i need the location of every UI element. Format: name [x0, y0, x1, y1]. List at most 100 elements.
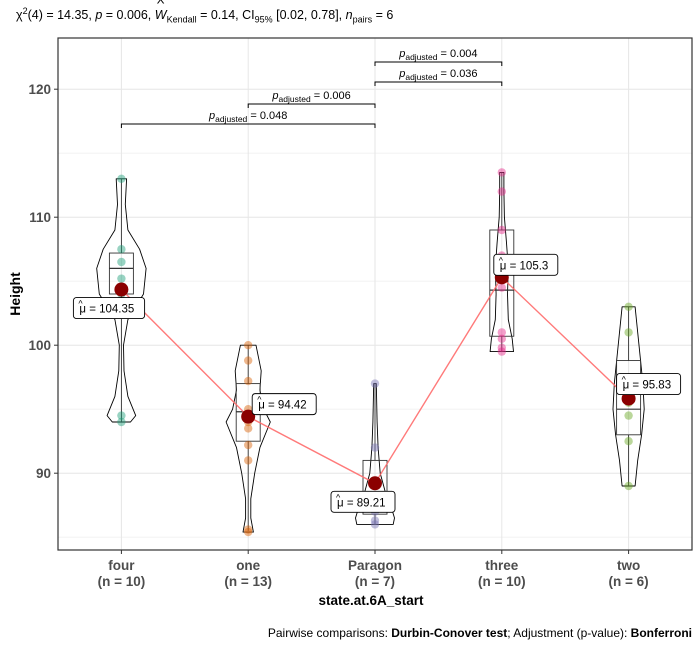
x-tick-count-label: (n = 6)	[609, 574, 649, 589]
stat-subtitle: χ2(4) = 14.35, p = 0.006, WKendall = 0.1…	[16, 6, 393, 25]
data-point	[370, 520, 380, 529]
y-tick-label: 100	[28, 338, 51, 353]
x-tick-label: two	[617, 558, 640, 573]
comparison-label: padjusted = 0.048	[208, 110, 287, 124]
data-point	[370, 516, 380, 525]
w-subscript: Kendall	[166, 14, 197, 25]
mean-label-text: μ = 94.42	[258, 400, 307, 412]
data-point	[117, 411, 126, 420]
mean-point	[241, 409, 256, 424]
mean-point	[621, 391, 636, 406]
comparison-bracket: padjusted = 0.006	[247, 90, 376, 108]
mean-label: μ = 95.83^	[616, 373, 682, 396]
data-point	[244, 456, 253, 465]
chi-symbol: χ	[16, 8, 23, 23]
mean-label: μ = 89.21^	[330, 490, 396, 513]
comparison-line	[374, 81, 503, 86]
comparison-line	[120, 123, 376, 128]
data-point	[244, 376, 253, 386]
y-tick-label: 110	[29, 210, 51, 225]
x-tick-label: one	[236, 558, 260, 573]
data-point	[497, 328, 506, 337]
comparison-p-symbol: p	[271, 90, 278, 102]
comparison-p-value: = 0.006	[311, 90, 351, 102]
mean-hat: ^	[336, 492, 341, 502]
comparison-line	[247, 103, 376, 108]
data-point	[624, 328, 633, 337]
comparison-label: padjusted = 0.006	[271, 90, 350, 104]
n-value: = 6	[372, 8, 394, 23]
comparison-line	[374, 61, 503, 66]
mean-hat: ^	[499, 255, 504, 265]
box-iqr	[616, 360, 642, 436]
x-axis-title: state.at.6A_start	[318, 593, 424, 608]
data-point	[117, 257, 126, 267]
mean-hat: ^	[257, 395, 262, 405]
mean-label: μ = 105.3^	[493, 253, 559, 276]
data-point	[117, 274, 126, 283]
comparison-p-symbol: p	[398, 68, 405, 80]
mean-label: μ = 104.35^	[72, 297, 146, 319]
comparison-bracket: padjusted = 0.004	[374, 48, 503, 66]
box-iqr	[362, 459, 388, 515]
x-tick-label: Paragon	[348, 558, 402, 573]
data-point	[497, 347, 506, 356]
mean-label-text: μ = 95.83	[623, 380, 672, 392]
data-point	[497, 334, 506, 343]
n-label: n	[345, 8, 353, 23]
comparison-bracket: padjusted = 0.048	[120, 110, 376, 128]
comparison-p-value: = 0.048	[247, 110, 287, 122]
caption-adjust: Bonferroni	[630, 626, 692, 640]
data-point	[244, 341, 253, 350]
data-point	[370, 379, 380, 388]
chi-value: (4) = 14.35,	[27, 8, 96, 23]
caption-test: Durbin-Conover test	[391, 626, 508, 640]
mean-label-box	[330, 490, 396, 513]
data-point	[117, 174, 126, 183]
data-point	[117, 417, 126, 427]
ci-value: [0.02, 0.78],	[272, 8, 346, 23]
data-point	[244, 527, 253, 537]
n-subscript: pairs	[352, 14, 373, 25]
comparison-bracket: padjusted = 0.036	[374, 68, 503, 86]
data-point	[497, 283, 506, 292]
comparison-p-symbol: p	[398, 48, 405, 60]
data-point	[624, 437, 633, 446]
y-tick-label: 120	[28, 82, 51, 97]
comparison-p-subscript: adjusted	[215, 114, 247, 124]
comparison-p-subscript: adjusted	[405, 52, 437, 62]
data-point	[370, 443, 380, 452]
p-value: = 0.006,	[102, 8, 155, 23]
p-label: p	[95, 8, 103, 23]
data-point	[497, 225, 506, 235]
comparison-label: padjusted = 0.004	[398, 48, 477, 62]
data-point	[497, 168, 506, 177]
x-tick-label: four	[108, 558, 135, 573]
w-label: W	[155, 8, 167, 22]
mean-label-text: μ = 104.35	[79, 304, 134, 316]
mean-label-text: μ = 105.3	[500, 260, 549, 272]
comparison-p-subscript: adjusted	[279, 94, 311, 104]
chi-superscript: 2	[22, 6, 28, 16]
data-point	[497, 343, 506, 352]
x-tick-count-label: (n = 10)	[478, 574, 526, 589]
comparison-p-value: = 0.036	[437, 68, 477, 80]
mean-label-text: μ = 89.21	[337, 497, 386, 509]
data-point	[624, 411, 633, 420]
data-point	[244, 440, 253, 450]
data-point	[497, 187, 506, 196]
y-tick-label: 90	[36, 466, 51, 481]
comparison-p-symbol: p	[208, 110, 215, 122]
x-tick-count-label: (n = 7)	[355, 574, 395, 589]
data-point	[244, 356, 253, 365]
mean-point	[114, 282, 129, 297]
data-point	[117, 245, 126, 254]
mean-label-box	[251, 393, 317, 416]
data-point	[624, 302, 633, 311]
caption-prefix: Pairwise comparisons:	[267, 626, 392, 640]
caption-mid: ; Adjustment (p-value):	[507, 626, 631, 640]
comparison-p-value: = 0.004	[437, 48, 477, 60]
plot-border	[57, 37, 693, 551]
mean-label-box	[72, 297, 146, 319]
